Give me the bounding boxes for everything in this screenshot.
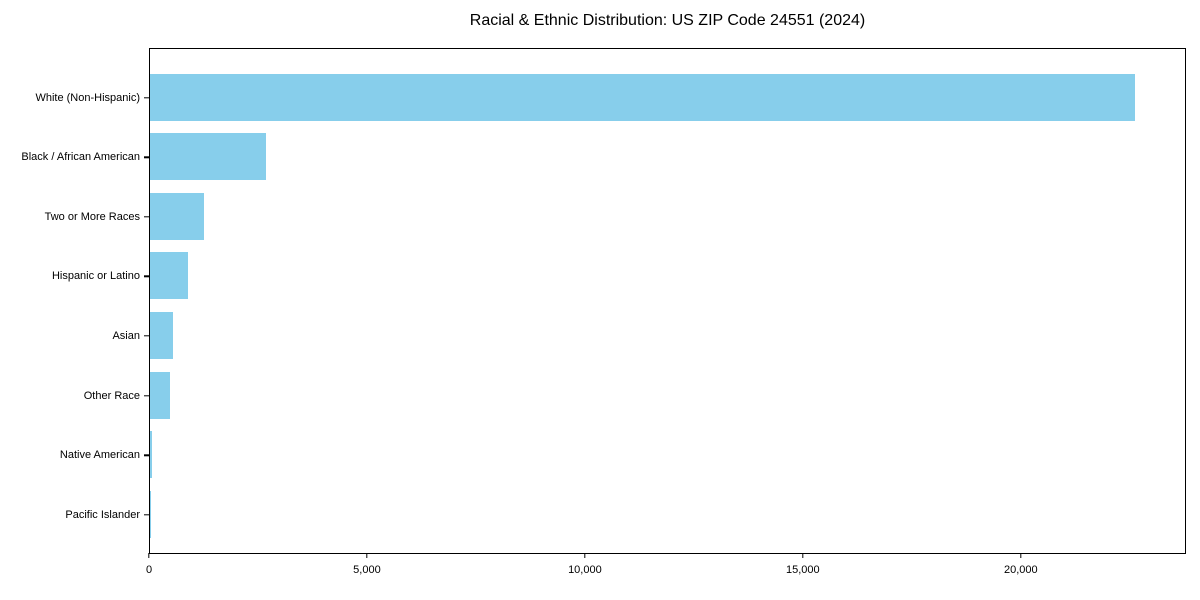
chart-title: Racial & Ethnic Distribution: US ZIP Cod…	[469, 12, 866, 29]
bar-asian	[150, 312, 174, 360]
y-tick-mark	[144, 394, 149, 397]
y-tick-mark	[144, 275, 149, 278]
y-tick-label-asian: Asian	[112, 330, 140, 343]
y-tick-label-two-or-more-races: Two or More Races	[44, 210, 140, 223]
plot-area	[149, 48, 1186, 554]
x-tick-mark	[148, 553, 150, 558]
x-tick-mark	[584, 553, 586, 558]
y-tick-label-native-american: Native American	[59, 449, 140, 462]
x-tick-label-0: 0	[145, 564, 153, 576]
bar-white-non-hispanic	[150, 73, 1135, 121]
x-tick-label-5000: 5,000	[353, 564, 381, 576]
bar-native-american	[150, 431, 152, 479]
y-tick-label-white-non-hispanic: White (Non-Hispanic)	[35, 91, 140, 104]
y-tick-mark	[144, 514, 149, 516]
bar-hispanic-or-latino	[150, 252, 188, 300]
y-tick-mark	[144, 96, 149, 99]
bar-black-african-american	[150, 133, 266, 181]
bar-two-or-more-races	[150, 192, 204, 240]
x-tick-mark	[802, 553, 804, 558]
y-tick-label-hispanic-or-latino: Hispanic or Latino	[51, 270, 140, 283]
x-tick-label-20000: 20,000	[1003, 564, 1038, 576]
y-tick-mark	[144, 216, 149, 218]
y-tick-mark	[144, 156, 149, 158]
x-tick-mark	[366, 553, 368, 558]
y-tick-label-pacific-islander: Pacific Islander	[65, 508, 140, 521]
y-tick-mark	[144, 335, 149, 337]
x-tick-label-15000: 15,000	[786, 564, 820, 576]
x-tick-mark	[1020, 553, 1022, 558]
y-tick-label-other-race: Other Race	[83, 389, 140, 402]
y-tick-mark	[144, 454, 149, 457]
y-tick-label-black-african-american: Black / African American	[21, 151, 140, 164]
x-tick-label-10000: 10,000	[568, 564, 602, 576]
bar-other-race	[150, 371, 170, 419]
